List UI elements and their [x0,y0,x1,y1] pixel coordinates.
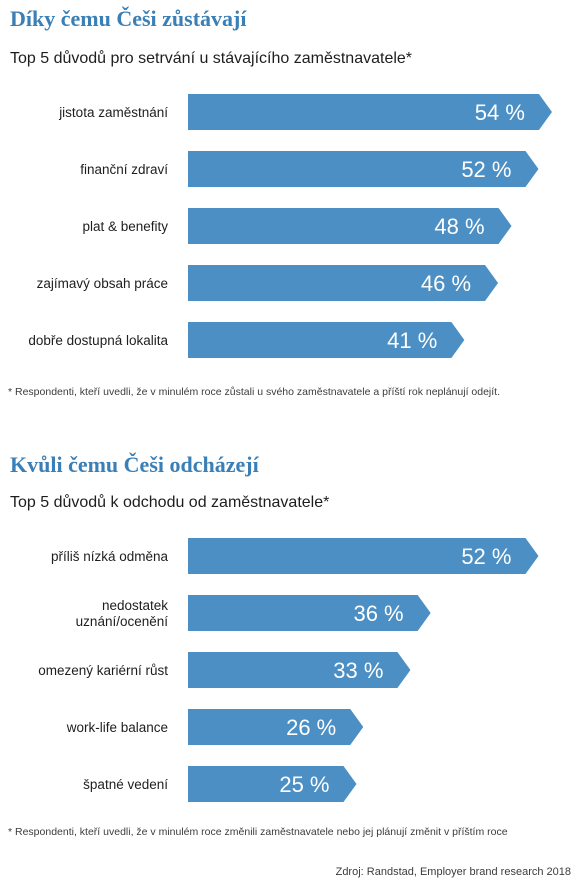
bar-value-label: 52 % [461,157,511,182]
category-label: špatné vedení [83,777,168,792]
bar-chart-svg: 54 % jistota zaměstnání 52 % finanční zdrav… [28,94,552,358]
bar [188,208,512,244]
bar-chart-svg: 52 % příliš nízká odměna 36 % nedostatek uzn… [38,538,539,802]
category-label: příliš nízká odměna [51,549,169,564]
bar [188,151,539,187]
bar [188,766,357,802]
chart1-bars: 54 % jistota zaměstnání 52 % finanční zdrav… [0,88,583,378]
bar-value-label: 25 % [279,772,329,797]
bar-value-label: 33 % [333,658,383,683]
bar [188,538,539,574]
bar-value-label: 54 % [475,100,525,125]
bar [188,709,364,745]
category-label: work-life balance [66,720,168,735]
bar [188,652,411,688]
category-label: plat & benefity [82,219,168,234]
bar [188,595,431,631]
category-label: nedostatek uznání/ocenění [76,598,169,629]
bar-value-label: 48 % [434,214,484,239]
bar-value-label: 41 % [387,328,437,353]
bar [188,265,499,301]
bar [188,322,465,358]
source-note: Zdroj: Randstad, Employer brand research… [335,866,571,878]
category-label: zajímavý obsah práce [37,276,168,291]
category-label: finanční zdraví [80,162,168,177]
bar-value-label: 52 % [461,544,511,569]
chart2-subtitle: Top 5 důvodů k odchodu od zaměstnavatele… [10,494,330,511]
bar [188,94,552,130]
chart1-title: Díky čemu Češi zůstávají [10,6,247,31]
bar-value-label: 46 % [421,271,471,296]
chart1-subtitle: Top 5 důvodů pro setrvání u stávajícího … [10,50,413,67]
category-label: omezený kariérní růst [38,663,168,678]
bar-value-label: 26 % [286,715,336,740]
chart1-footnote: * Respondenti, kteří uvedli, že v minulé… [8,386,501,398]
bar-value-label: 36 % [353,601,403,626]
category-label: jistota zaměstnání [58,105,168,120]
chart2-footnote: * Respondenti, kteří uvedli, že v minulé… [8,826,508,838]
chart2-bars: 52 % příliš nízká odměna 36 % nedostatek uzn… [0,532,583,822]
category-label: dobře dostupná lokalita [28,333,168,348]
chart2-title: Kvůli čemu Češi odcházejí [10,452,259,477]
